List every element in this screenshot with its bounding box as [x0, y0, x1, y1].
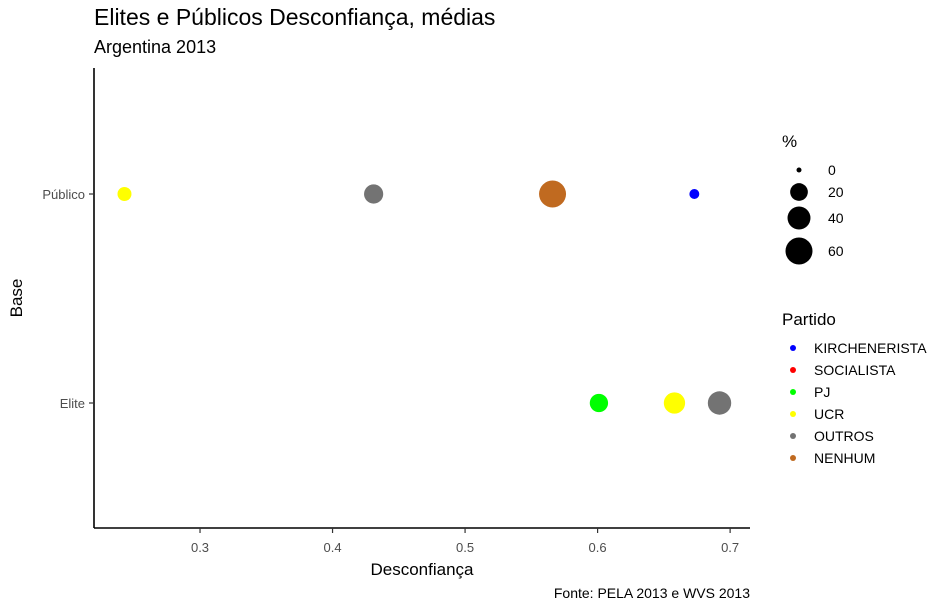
data-point [539, 180, 567, 208]
data-point [589, 393, 609, 413]
size-legend-key [785, 237, 813, 265]
chart-caption: Fonte: PELA 2013 e WVS 2013 [553, 585, 750, 601]
data-point [707, 391, 732, 415]
color-legend-key [790, 411, 796, 417]
y-tick-label: Público [42, 187, 85, 202]
x-tick-label: 0.7 [721, 540, 739, 555]
color-legend-key [790, 389, 796, 395]
x-axis-title: Desconfiança [370, 560, 474, 579]
x-tick-label: 0.4 [324, 540, 342, 555]
color-legend-label: OUTROS [814, 428, 874, 444]
color-legend-label: KIRCHENERISTA [814, 340, 927, 356]
size-legend-key [796, 167, 802, 173]
color-legend-key [790, 433, 796, 439]
data-point [364, 184, 384, 204]
size-legend-label: 0 [828, 162, 836, 178]
size-legend-label: 60 [828, 243, 844, 259]
color-legend-label: UCR [814, 406, 844, 422]
color-legend-key [790, 367, 796, 373]
color-legend-title: Partido [782, 310, 836, 329]
color-legend-label: SOCIALISTA [814, 362, 896, 378]
chart-subtitle: Argentina 2013 [94, 37, 217, 57]
color-legend-label: PJ [814, 384, 830, 400]
color-legend-key [790, 455, 796, 461]
data-point [663, 392, 686, 414]
size-legend-title: % [782, 132, 797, 151]
y-axis-title: Base [7, 279, 26, 318]
legends: % 0 20 40 60 Partido KIRCHENERISTA SOCIALISTA PJ… [782, 132, 927, 466]
data-point [117, 187, 132, 201]
size-legend-key [790, 183, 808, 201]
color-legend-label: NENHUM [814, 450, 875, 466]
color-legend-key [790, 345, 796, 351]
x-tick-label: 0.5 [456, 540, 474, 555]
x-tick-label: 0.3 [191, 540, 209, 555]
x-tick-label: 0.6 [589, 540, 607, 555]
y-tick-label: Elite [60, 396, 85, 411]
data-point [689, 189, 700, 199]
size-legend-label: 20 [828, 184, 844, 200]
chart-title: Elites e Públicos Desconfiança, médias [94, 4, 496, 30]
size-legend-key [787, 206, 811, 230]
size-legend-label: 40 [828, 210, 844, 226]
plot-area: 0.3 0.4 0.5 0.6 0.7 Elite Público Desconfiança B… [7, 68, 750, 579]
